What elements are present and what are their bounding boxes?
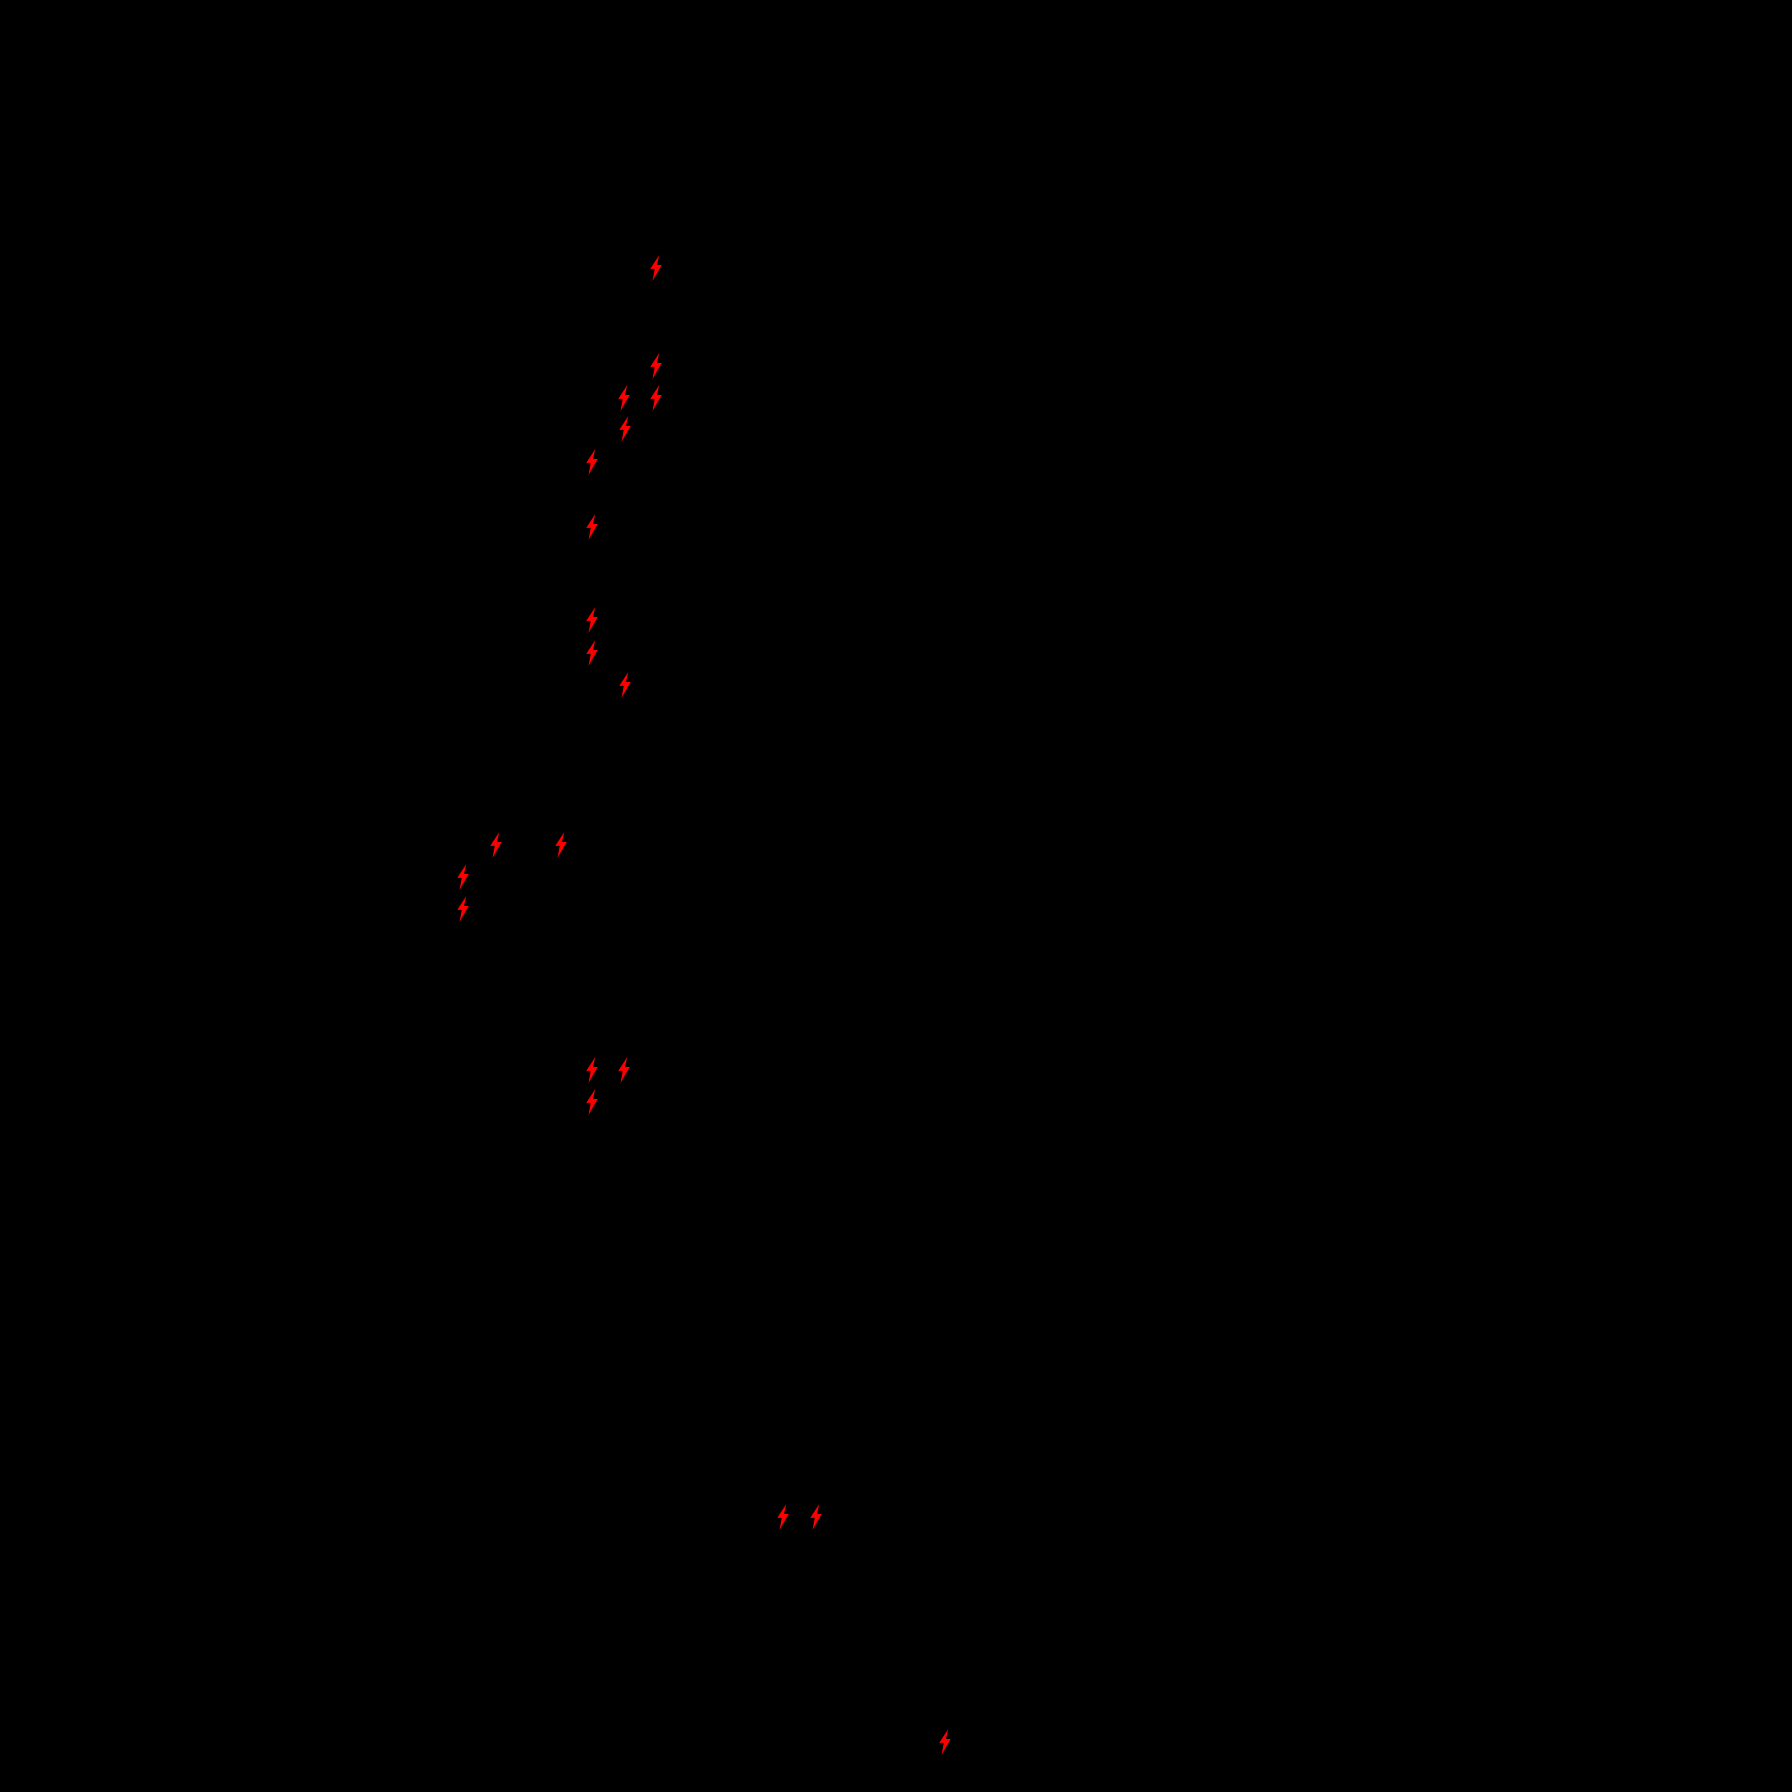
lightning-bolt-icon[interactable] — [489, 832, 503, 858]
lightning-bolt-icon[interactable] — [649, 255, 663, 281]
lightning-bolt-icon[interactable] — [618, 416, 632, 442]
lightning-bolt-icon[interactable] — [456, 896, 470, 922]
lightning-bolt-icon[interactable] — [617, 385, 631, 411]
lightning-bolt-icon[interactable] — [456, 864, 470, 890]
lightning-bolt-icon[interactable] — [617, 1057, 631, 1083]
lightning-bolt-icon[interactable] — [554, 832, 568, 858]
lightning-bolt-icon[interactable] — [649, 353, 663, 379]
lightning-bolt-icon[interactable] — [618, 672, 632, 698]
lightning-bolt-icon[interactable] — [585, 1057, 599, 1083]
lightning-bolt-icon[interactable] — [585, 514, 599, 540]
lightning-bolt-icon[interactable] — [585, 640, 599, 666]
lightning-bolt-icon[interactable] — [585, 607, 599, 633]
lightning-bolt-icon[interactable] — [776, 1504, 790, 1530]
lightning-bolt-icon[interactable] — [938, 1729, 952, 1755]
lightning-bolt-icon[interactable] — [809, 1504, 823, 1530]
lightning-bolt-icon[interactable] — [649, 385, 663, 411]
lightning-bolt-icon[interactable] — [585, 1089, 599, 1115]
lightning-bolt-icon[interactable] — [585, 449, 599, 475]
